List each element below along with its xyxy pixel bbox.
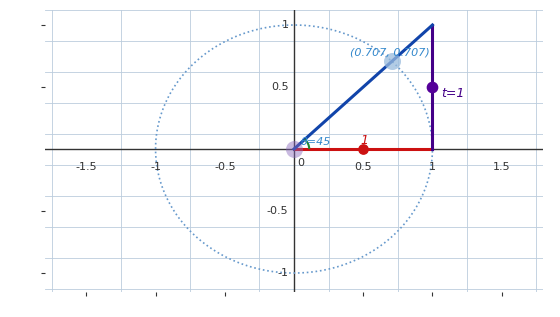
- Point: [359, 146, 368, 152]
- Text: θ=45: θ=45: [301, 137, 332, 147]
- Text: 1: 1: [361, 134, 368, 147]
- Text: -1: -1: [150, 162, 161, 172]
- Text: t=1: t=1: [441, 87, 464, 100]
- Text: -0.5: -0.5: [267, 206, 288, 216]
- Text: -1: -1: [277, 268, 288, 278]
- Text: 0.5: 0.5: [354, 162, 372, 172]
- Text: 1.5: 1.5: [493, 162, 511, 172]
- Point: [290, 146, 298, 152]
- Text: 0: 0: [297, 158, 304, 168]
- Text: 1: 1: [429, 162, 436, 172]
- Point: [388, 59, 396, 64]
- Text: 0.5: 0.5: [271, 82, 288, 92]
- Text: (0.707, 0.707): (0.707, 0.707): [351, 47, 430, 57]
- Text: -0.5: -0.5: [214, 162, 236, 172]
- Text: 1: 1: [282, 20, 288, 30]
- Text: -1.5: -1.5: [76, 162, 97, 172]
- Point: [428, 85, 437, 90]
